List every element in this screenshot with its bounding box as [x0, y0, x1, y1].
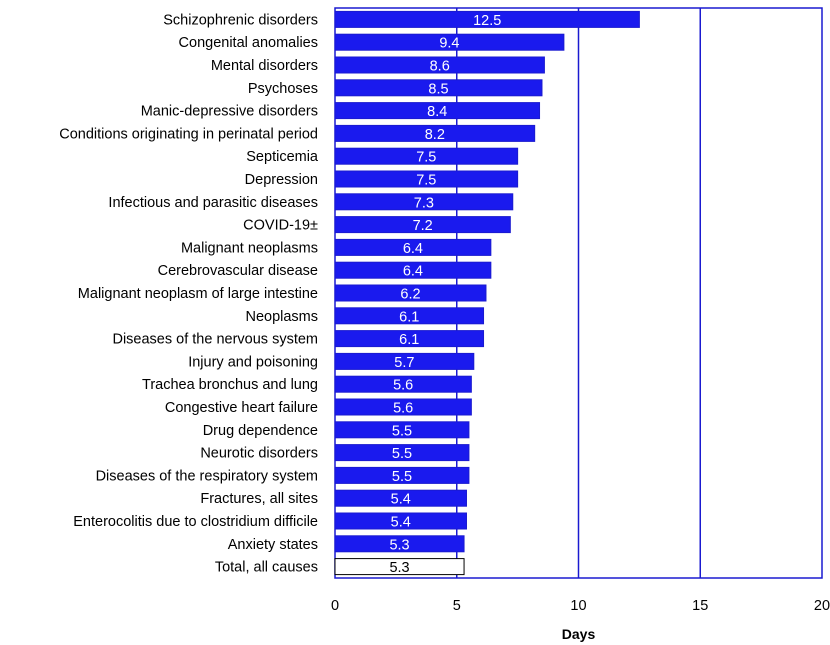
bar — [334, 421, 470, 439]
bar — [334, 330, 485, 348]
x-tick-label: 10 — [570, 598, 586, 614]
x-tick-label: 0 — [331, 598, 339, 614]
bar — [334, 170, 519, 188]
bar — [334, 307, 485, 325]
bar-value-label: 5.6 — [393, 401, 413, 417]
bar-value-label: 8.4 — [427, 104, 447, 120]
bar — [334, 238, 492, 256]
x-axis-title: Days — [562, 626, 596, 642]
bar-value-label: 5.3 — [389, 560, 409, 576]
bar — [334, 535, 465, 553]
bar-value-label: 5.6 — [393, 378, 413, 394]
category-label: Depression — [245, 172, 318, 188]
category-label: Congenital anomalies — [179, 35, 318, 51]
bar-value-label: 5.4 — [391, 515, 411, 531]
category-label: Enterocolitis due to clostridium diffici… — [73, 514, 318, 530]
bar-value-label: 5.5 — [392, 446, 412, 462]
bar-value-label: 5.4 — [391, 492, 411, 508]
bar-value-label: 7.2 — [413, 218, 433, 234]
category-label: Schizophrenic disorders — [163, 12, 318, 28]
bars-layer: 12.5 9.4 8.6 8.5 8.4 8.2 7.5 7.5 7.3 7.2 6.4 6.4 6.2… — [334, 10, 640, 576]
bar — [334, 284, 487, 302]
bar — [334, 444, 470, 462]
x-tick-label: 20 — [814, 598, 830, 614]
category-label: Septicemia — [246, 149, 319, 165]
category-label: Malignant neoplasm of large intestine — [78, 286, 318, 302]
bar — [334, 352, 475, 370]
bar-value-label: 6.1 — [399, 332, 419, 348]
category-label: Congestive heart failure — [165, 400, 318, 416]
category-label: Neurotic disorders — [200, 446, 318, 462]
category-label: Cerebrovascular disease — [158, 263, 318, 279]
bar — [334, 147, 519, 165]
category-label: Total, all causes — [215, 560, 318, 576]
bar — [334, 489, 467, 507]
bar-value-label: 8.6 — [430, 59, 450, 75]
category-label: Fractures, all sites — [200, 491, 318, 507]
category-label: Neoplasms — [245, 309, 318, 325]
bar-value-label: 8.5 — [428, 81, 448, 97]
bar — [334, 124, 536, 142]
category-label: Diseases of the nervous system — [112, 332, 318, 348]
x-tick-label: 15 — [692, 598, 708, 614]
bar — [334, 79, 543, 97]
bar-value-label: 5.3 — [389, 537, 409, 553]
category-label: Psychoses — [248, 81, 318, 97]
bar-value-label: 6.4 — [403, 241, 423, 257]
bar — [334, 261, 492, 279]
bar-value-label: 5.7 — [394, 355, 414, 371]
bar-total — [334, 558, 465, 576]
x-tick-label: 5 — [453, 598, 461, 614]
bar — [334, 398, 472, 416]
bar — [334, 466, 470, 484]
bar-value-label: 8.2 — [425, 127, 445, 143]
bar — [334, 33, 565, 51]
category-labels: Schizophrenic disorders Congenital anomal… — [59, 12, 319, 575]
category-label: Malignant neoplasms — [181, 240, 318, 256]
category-label: COVID-19± — [243, 218, 318, 234]
bar — [334, 10, 640, 28]
category-label: Conditions originating in perinatal peri… — [59, 126, 318, 142]
bar — [334, 102, 541, 120]
x-axis-ticks: 0 5 10 15 20 — [331, 598, 830, 614]
category-label: Injury and poisoning — [188, 354, 318, 370]
category-label: Trachea bronchus and lung — [142, 377, 318, 393]
bar — [334, 193, 514, 211]
bar-value-label: 12.5 — [473, 13, 501, 29]
bar-value-label: 9.4 — [439, 36, 459, 52]
category-label: Drug dependence — [203, 423, 318, 439]
bar-value-label: 5.5 — [392, 423, 412, 439]
bar — [334, 56, 545, 74]
bar — [334, 512, 467, 530]
bar-value-label: 7.3 — [414, 195, 434, 211]
bar — [334, 216, 511, 234]
category-label: Mental disorders — [211, 58, 318, 74]
category-label: Manic-depressive disorders — [141, 104, 318, 120]
category-label: Anxiety states — [228, 537, 318, 553]
bar-value-label: 7.5 — [416, 173, 436, 189]
category-label: Diseases of the respiratory system — [96, 468, 318, 484]
bar — [334, 375, 472, 393]
category-label: Infectious and parasitic diseases — [108, 195, 318, 211]
bar-value-label: 6.4 — [403, 264, 423, 280]
bar-value-label: 6.1 — [399, 309, 419, 325]
bar-value-label: 7.5 — [416, 150, 436, 166]
bar-value-label: 6.2 — [400, 287, 420, 303]
bar-value-label: 5.5 — [392, 469, 412, 485]
